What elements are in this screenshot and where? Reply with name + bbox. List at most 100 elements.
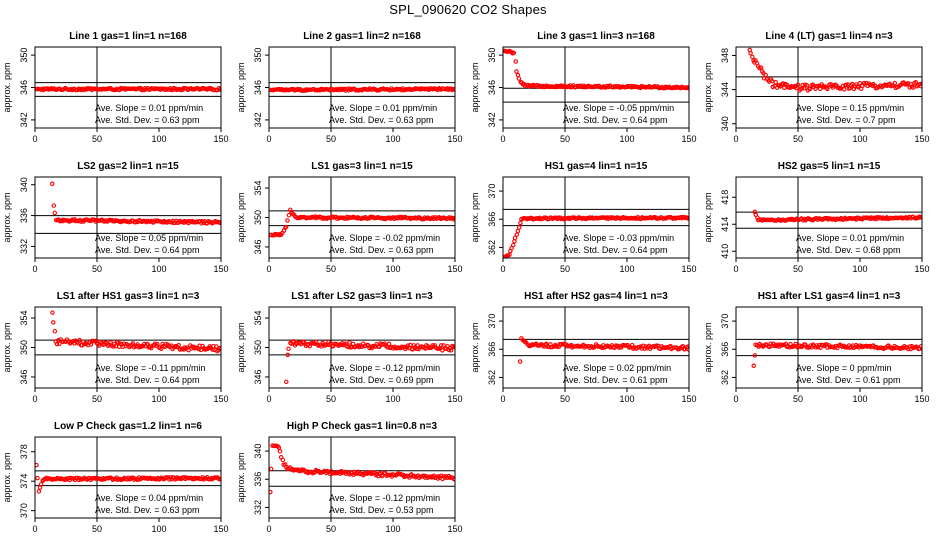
x-tick-label: 0 (733, 264, 738, 274)
data-point (518, 220, 523, 226)
x-tick-label: 50 (92, 264, 102, 274)
data-point (54, 341, 60, 347)
plot-area (269, 307, 455, 388)
x-tick-label: 0 (32, 134, 37, 144)
y-tick-label: 350 (253, 48, 263, 63)
panel-title: HS2 gas=5 lin=1 n=15 (778, 161, 881, 172)
y-tick-label: 340 (19, 177, 29, 192)
plot-area (503, 307, 689, 388)
data-point (583, 343, 589, 349)
std-dev-annotation: Ave. Std. Dev. = 0.61 ppm (563, 375, 667, 385)
data-point (280, 457, 286, 463)
y-tick-label: 346 (253, 80, 263, 95)
y-tick-label: 370 (19, 503, 29, 518)
x-tick-label: 0 (266, 394, 271, 404)
data-point (841, 87, 847, 92)
std-dev-annotation: Ave. Std. Dev. = 0.64 ppm (563, 245, 667, 255)
x-tick-label: 0 (32, 524, 37, 534)
data-point (286, 212, 292, 218)
x-tick-label: 100 (385, 134, 400, 144)
std-dev-annotation: Ave. Std. Dev. = 0.64 ppm (95, 245, 199, 255)
x-tick-label: 50 (92, 524, 102, 534)
x-tick-label: 100 (151, 524, 166, 534)
y-axis-label: approx. ppm (236, 192, 246, 242)
data-point (181, 86, 186, 91)
slope-annotation: Ave. Slope = -0.12 ppm/min (329, 493, 440, 503)
y-tick-label: 340 (253, 444, 263, 459)
y-tick-label: 346 (19, 369, 29, 384)
x-tick-label: 50 (560, 394, 570, 404)
x-tick-label: 150 (681, 264, 696, 274)
y-tick-label: 346 (19, 80, 29, 95)
x-tick-label: 50 (326, 394, 336, 404)
panel: Line 2 gas=1 lin=2 n=168 approx. ppm 0 50 10… (236, 31, 463, 144)
panel-title: HS1 gas=4 lin=1 n=15 (545, 161, 648, 172)
plot-frame (34, 436, 222, 519)
data-point (283, 224, 289, 230)
y-tick-label: 346 (253, 239, 263, 254)
x-tick-label: 0 (266, 134, 271, 144)
data-point (592, 216, 597, 221)
x-tick-label: 50 (326, 524, 336, 534)
data-point (269, 466, 274, 472)
data-point (77, 337, 82, 343)
x-tick-label: 0 (733, 134, 738, 144)
x-tick-label: 0 (266, 264, 271, 274)
data-point (57, 341, 62, 347)
data-point (52, 329, 58, 334)
y-tick-label: 370 (487, 184, 497, 199)
data-point (113, 343, 119, 349)
data-point (410, 347, 415, 352)
x-tick-label: 0 (500, 134, 505, 144)
plot-frame (735, 306, 923, 389)
x-tick-label: 0 (500, 394, 505, 404)
data-point (286, 346, 291, 352)
data-point (438, 343, 444, 348)
y-tick-label: 374 (19, 474, 29, 489)
data-point (793, 341, 798, 347)
panel-title: LS1 gas=3 lin=1 n=15 (311, 161, 413, 172)
data-point (35, 475, 40, 481)
x-tick-label: 0 (266, 524, 271, 534)
panel: LS1 after HS1 gas=3 lin=1 n=3 approx. ppm… (2, 291, 229, 404)
std-dev-annotation: Ave. Std. Dev. = 0.64 ppm (95, 375, 199, 385)
panel-title: Low P Check gas=1.2 lin=1 n=6 (54, 421, 202, 432)
y-tick-label: 350 (19, 340, 29, 355)
data-point (516, 225, 522, 230)
x-tick-label: 50 (793, 394, 803, 404)
data-point (555, 344, 560, 350)
panel: LS2 gas=2 lin=1 n=15 approx. ppm 0 50 100 150… (2, 161, 229, 274)
plot-area (269, 177, 455, 258)
data-point (561, 342, 566, 347)
panel: Low P Check gas=1.2 lin=1 n=6 approx. ppm… (2, 421, 229, 534)
y-tick-label: 350 (487, 48, 497, 63)
x-tick-label: 0 (32, 264, 37, 274)
panel: HS1 after HS2 gas=4 lin=1 n=3 approx. ppm… (470, 291, 697, 404)
slope-annotation: Ave. Slope = -0.12 ppm/min (329, 363, 440, 373)
data-point (119, 342, 124, 347)
data-point (515, 228, 521, 234)
x-tick-label: 100 (852, 134, 867, 144)
data-point (139, 343, 144, 349)
std-dev-annotation: Ave. Std. Dev. = 0.7 ppm (796, 115, 895, 125)
y-axis-label: approx. ppm (470, 322, 480, 372)
x-tick-label: 100 (151, 134, 166, 144)
y-tick-label: 332 (19, 239, 29, 254)
panel-title: HS1 after HS2 gas=4 lin=1 n=3 (524, 291, 668, 302)
panel: LS1 gas=3 lin=1 n=15 approx. ppm 0 50 100 150… (236, 161, 463, 274)
data-point (558, 216, 564, 222)
x-tick-label: 150 (447, 394, 462, 404)
slope-annotation: Ave. Slope = 0.05 ppm/min (95, 233, 203, 243)
data-point (51, 320, 56, 325)
data-point (284, 379, 289, 385)
slope-annotation: Ave. Slope = 0 ppm/min (796, 363, 892, 373)
slope-annotation: Ave. Slope = 0.01 ppm/min (796, 233, 904, 243)
data-point (750, 54, 755, 60)
data-point (97, 343, 102, 348)
data-point (408, 342, 413, 348)
x-tick-label: 150 (213, 524, 228, 534)
std-dev-annotation: Ave. Std. Dev. = 0.63 ppm (329, 115, 433, 125)
slope-annotation: Ave. Slope = -0.02 ppm/min (329, 233, 440, 243)
slope-annotation: Ave. Slope = 0.01 ppm/min (95, 103, 203, 113)
page-title: SPL_090620 CO2 Shapes (389, 2, 547, 17)
